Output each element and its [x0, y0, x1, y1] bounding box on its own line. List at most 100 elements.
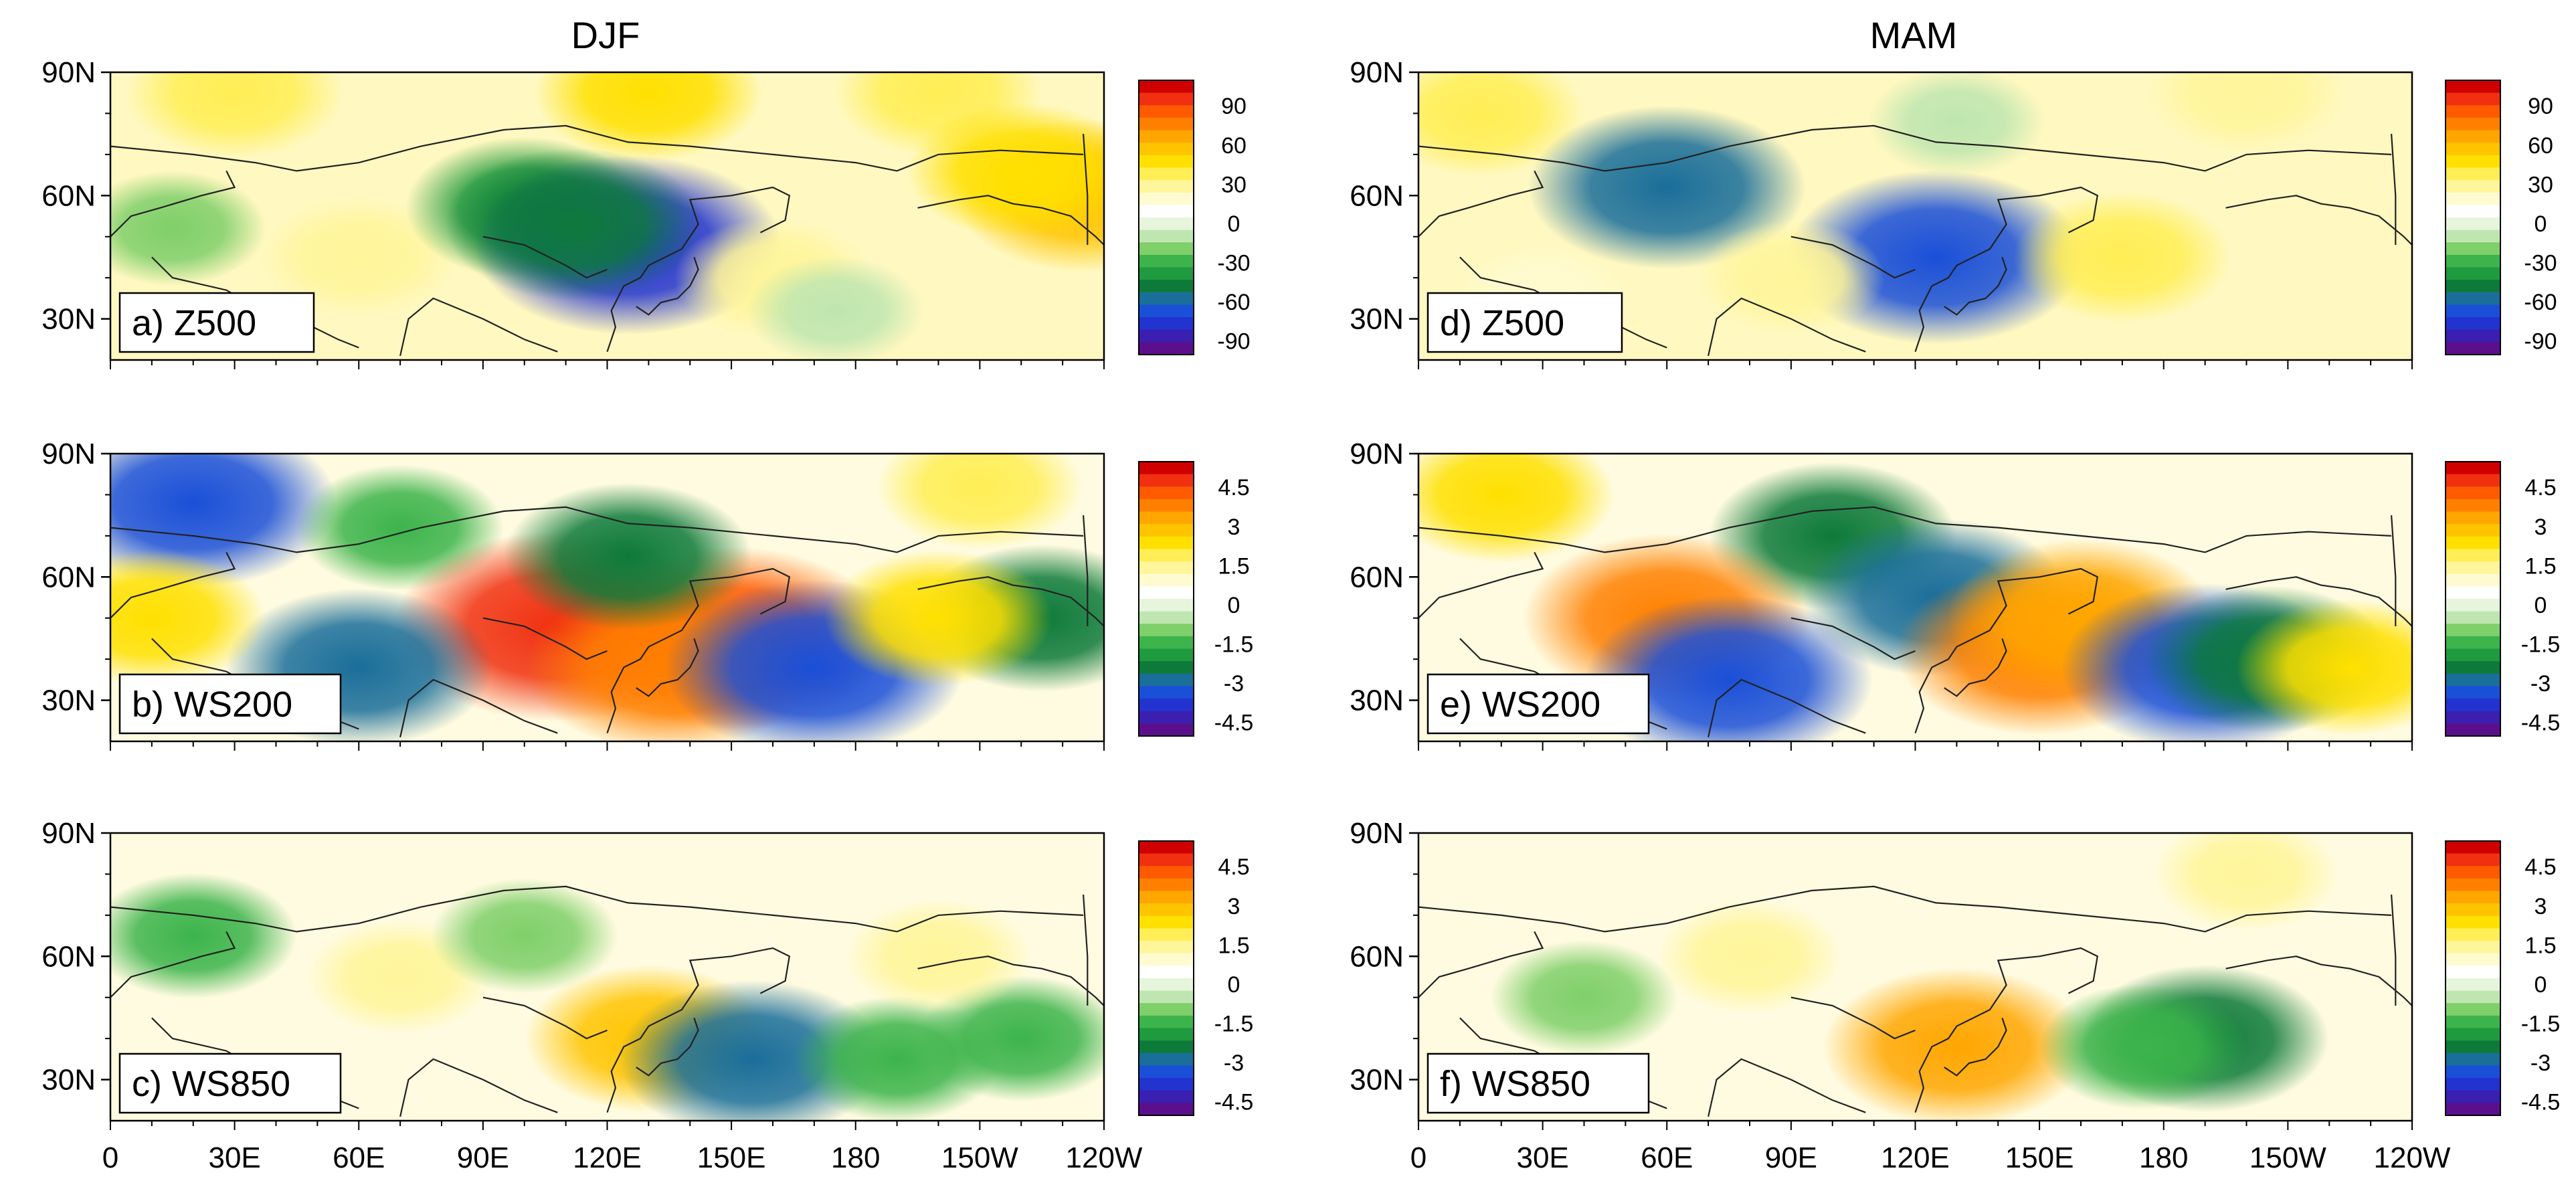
panel-label-f: f) WS850 [1440, 1064, 1590, 1104]
anomaly-field [110, 454, 1104, 741]
colorbar-frame [2445, 840, 2501, 1116]
colorbar-swatch [2446, 549, 2500, 562]
colorbar-swatch [1139, 941, 1194, 954]
colorbar-swatch [2446, 624, 2500, 637]
colorbar-tick-label: -30 [1217, 251, 1250, 276]
colorbar-tick-label: -90 [1217, 329, 1250, 355]
colorbar-swatch [2446, 254, 2500, 268]
colorbar-tick-label: 1.5 [1218, 553, 1249, 579]
lon-tick-label: 180 [831, 1141, 880, 1174]
colorbar-swatch [2446, 462, 2500, 475]
colorbar-tick-label: -4.5 [1214, 1090, 1254, 1115]
colorbar-swatch [1139, 205, 1194, 218]
colorbar-tick-label: 3 [1228, 894, 1240, 919]
colorbar-swatch [1139, 292, 1194, 305]
colorbar-swatch [2446, 1052, 2500, 1066]
colorbar-swatch [2446, 965, 2500, 979]
colorbar-swatch [1139, 1090, 1194, 1103]
colorbar-swatch [2446, 117, 2500, 131]
colorbar-swatch [1139, 990, 1194, 1004]
colorbar-tick-label: 4.5 [1218, 854, 1249, 880]
lon-tick-label: 150W [2249, 1141, 2326, 1174]
coastline-6 [1083, 515, 1089, 626]
lat-tick-label: 90N [1350, 438, 1404, 470]
colorbar-swatch [1139, 853, 1194, 866]
coastline-4 [1944, 1018, 2007, 1077]
colorbar-swatch [2446, 130, 2500, 143]
anomaly-cell-a-10 [110, 171, 266, 286]
lon-tick-label: 120E [1881, 1141, 1950, 1174]
anomaly-field [1418, 454, 2412, 741]
colorbar-ws-2: 4.5 3 1.5 0 -1.5 -3 -4.5 [1138, 840, 1254, 1116]
lat-tick-label: 90N [1350, 817, 1404, 850]
colorbar-tick-label: -90 [2524, 329, 2557, 355]
panel-label-b: b) WS200 [132, 684, 292, 725]
colorbar-tick-label: 0 [1228, 211, 1240, 237]
colorbar-swatch [1139, 686, 1194, 699]
coastline-5 [2225, 576, 2412, 627]
anomaly-cell-a-0 [126, 72, 344, 159]
coastline-7 [399, 678, 558, 738]
coastlines [110, 124, 1104, 357]
colorbar-swatch [1139, 80, 1194, 94]
panel-label-d: d) Z500 [1440, 303, 1564, 343]
coastline-3 [606, 186, 791, 353]
colorbar-swatch [1139, 1028, 1194, 1041]
colorbar-swatch [2446, 1065, 2500, 1079]
colorbar-swatch [1139, 317, 1194, 331]
colorbar-swatch [1139, 229, 1194, 243]
lat-tick-label: 30N [41, 303, 96, 336]
lon-tick-label: 150W [941, 1141, 1018, 1174]
colorbar-swatch [2446, 561, 2500, 575]
colorbar-tick-label: -3 [1224, 1050, 1244, 1076]
anomaly-cell-f-5 [2152, 833, 2340, 932]
colorbar-swatch [1139, 180, 1194, 193]
anomaly-cell-f-4 [1490, 939, 1678, 1055]
colorbar-swatch [2446, 841, 2500, 854]
lon-tick-label: 0 [102, 1141, 118, 1174]
colorbar-swatch [2446, 1103, 2500, 1116]
colorbar-swatch [1139, 304, 1194, 318]
colorbar-tick-label: -60 [1217, 290, 1250, 315]
anomaly-cell-e-9 [1418, 454, 1615, 563]
colorbar-swatch [1139, 903, 1194, 917]
colorbar-swatch [1139, 254, 1194, 268]
map-panel-d: 90N 60N 30N d) Z500 [1350, 56, 2413, 369]
colorbar-swatch [2446, 486, 2500, 500]
colorbar-swatch [1139, 192, 1194, 205]
anomaly-cell-a-1 [535, 72, 763, 161]
colorbar-swatch [2446, 536, 2500, 549]
lon-tick-label: 120W [1066, 1141, 1143, 1174]
coastline-7 [1708, 297, 1866, 357]
coastline-7 [1708, 1058, 1866, 1117]
panel-label-e: e) WS200 [1440, 684, 1600, 725]
colorbar-tick-label: 4.5 [2524, 854, 2556, 880]
coastline-1 [1418, 931, 1544, 998]
colorbar-swatch [2446, 711, 2500, 724]
colorbar-swatch [1139, 1103, 1194, 1116]
colorbar-swatch [2446, 990, 2500, 1004]
map-panel-e: 90N 60N 30N e) WS200 [1350, 438, 2413, 751]
anomaly-cell-b-7 [504, 482, 752, 630]
colorbar-tick-label: -4.5 [1214, 711, 1254, 736]
coastline-0 [1418, 506, 2392, 553]
colorbar-swatch [2446, 80, 2500, 94]
colorbar-swatch [2446, 586, 2500, 600]
map-panel-f: 90N 60N 30N f) WS850 [1350, 817, 2413, 1130]
lon-tick-label: 120W [2374, 1141, 2451, 1174]
colorbar-swatch [1139, 965, 1194, 979]
colorbar-swatch [1139, 978, 1194, 992]
coastline-4 [636, 257, 699, 316]
map-panel-c: 90N 60N 30N c) WS850 [41, 817, 1105, 1130]
colorbar-tick-label: 0 [2535, 972, 2547, 998]
lat-tick-label: 30N [1350, 684, 1404, 717]
colorbar-tick-label: -3 [1224, 671, 1244, 697]
colorbar-swatch [2446, 636, 2500, 650]
coastline-3 [606, 947, 791, 1113]
colorbar-swatch [1139, 280, 1194, 293]
colorbar-tick-label: 4.5 [1218, 475, 1249, 500]
colorbar-swatch [2446, 167, 2500, 181]
colorbar-tick-label: 3 [1228, 515, 1240, 540]
colorbar-swatch [1139, 1015, 1194, 1029]
lat-tick-label: 30N [41, 684, 96, 717]
